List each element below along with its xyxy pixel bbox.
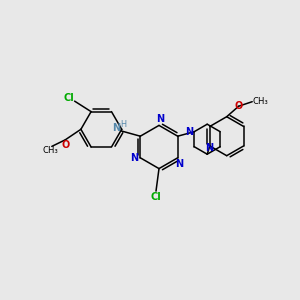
Text: O: O	[61, 140, 69, 150]
Text: CH₃: CH₃	[42, 146, 58, 155]
Text: N: N	[156, 114, 165, 124]
Text: N: N	[130, 153, 138, 163]
Text: Cl: Cl	[151, 191, 161, 202]
Text: Cl: Cl	[63, 93, 74, 103]
Text: H: H	[120, 120, 126, 129]
Text: N: N	[175, 159, 183, 169]
Text: O: O	[235, 101, 243, 111]
Text: N: N	[112, 123, 121, 133]
Text: CH₃: CH₃	[253, 97, 268, 106]
Text: N: N	[185, 127, 193, 137]
Text: N: N	[205, 143, 213, 153]
